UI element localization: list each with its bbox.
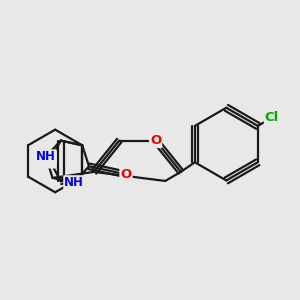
Text: S: S: [45, 154, 55, 167]
Text: O: O: [120, 168, 132, 181]
Text: Cl: Cl: [265, 111, 279, 124]
Text: NH: NH: [36, 150, 56, 164]
Text: NH: NH: [64, 176, 84, 189]
Text: O: O: [150, 134, 161, 147]
